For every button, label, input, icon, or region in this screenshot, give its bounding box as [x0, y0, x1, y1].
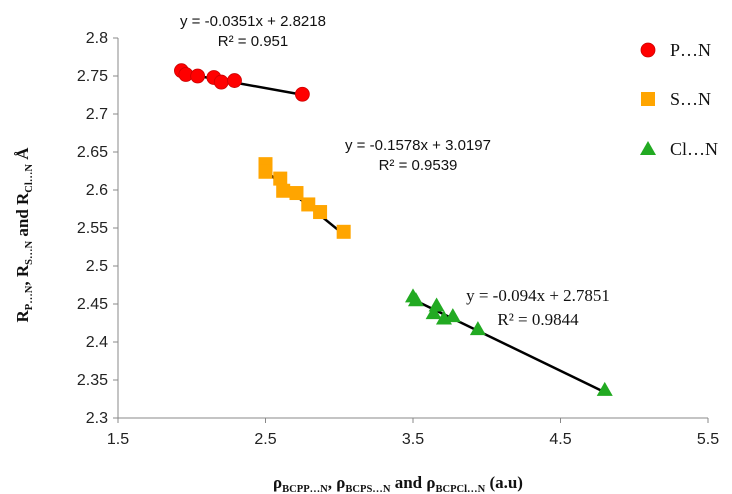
x-tick-label: 4.5 [549, 431, 571, 448]
y-tick-label: 2.5 [86, 258, 108, 275]
x-tick-label: 3.5 [402, 431, 424, 448]
x-tick-labels: 1.5 2.5 3.5 4.5 5.5 [107, 431, 719, 448]
data-point [190, 68, 206, 84]
x-axis-title: ρBCPP…N, ρBCPS…N and ρBCPCl…N (a.u) [273, 473, 523, 494]
y-axis-title: RP…N, RS…N and RCl…N Å [13, 147, 35, 323]
trendline-r2: R² = 0.951 [218, 33, 288, 50]
data-point [313, 205, 328, 220]
x-tick-label: 1.5 [107, 431, 129, 448]
x-tick-label: 2.5 [254, 431, 276, 448]
data-point [336, 224, 351, 239]
data-point [596, 381, 613, 396]
legend-marker [640, 141, 656, 155]
legend-marker [640, 42, 656, 58]
legend-marker [641, 92, 655, 106]
y-tick-label: 2.75 [77, 68, 108, 85]
trendline-r2: R² = 0.9844 [497, 310, 579, 329]
data-point [213, 74, 229, 90]
data-point [469, 321, 486, 336]
trendline-equation: y = -0.0351x + 2.8218 [180, 13, 326, 30]
data-point [276, 183, 291, 198]
data-point [407, 292, 424, 307]
y-tick-label: 2.3 [86, 410, 108, 427]
legend-label: P…N [670, 40, 711, 60]
axes [113, 37, 709, 423]
x-tick-label: 5.5 [697, 431, 719, 448]
legend: P…N S…N Cl…N [640, 40, 718, 159]
data-point [258, 164, 273, 179]
y-tick-label: 2.35 [77, 372, 108, 389]
trendline-equations: y = -0.0351x + 2.8218 R² = 0.951 y = -0.15… [180, 13, 610, 329]
trendline-equation: y = -0.1578x + 3.0197 [345, 137, 491, 154]
trendlines [187, 72, 606, 394]
y-tick-label: 2.4 [86, 334, 108, 351]
y-tick-label: 2.8 [86, 30, 108, 47]
trendline-r2: R² = 0.9539 [379, 157, 458, 174]
y-tick-label: 2.7 [86, 106, 108, 123]
data-points [174, 63, 613, 396]
y-tick-label: 2.45 [77, 296, 108, 313]
trendline-equation: y = -0.094x + 2.7851 [466, 286, 610, 305]
legend-label: S…N [670, 89, 711, 109]
y-tick-label: 2.6 [86, 182, 108, 199]
data-point [444, 308, 461, 323]
data-point [273, 171, 288, 186]
y-tick-labels: 2.3 2.35 2.4 2.45 2.5 2.55 2.6 2.65 2.7 2.75 2.8 [77, 30, 108, 427]
data-point [425, 305, 442, 320]
data-point [301, 197, 316, 212]
y-tick-label: 2.55 [77, 220, 108, 237]
data-point [289, 186, 304, 201]
data-point [294, 86, 310, 102]
legend-label: Cl…N [670, 139, 718, 159]
data-point [428, 297, 445, 312]
data-point [227, 73, 242, 88]
y-tick-label: 2.65 [77, 144, 108, 161]
